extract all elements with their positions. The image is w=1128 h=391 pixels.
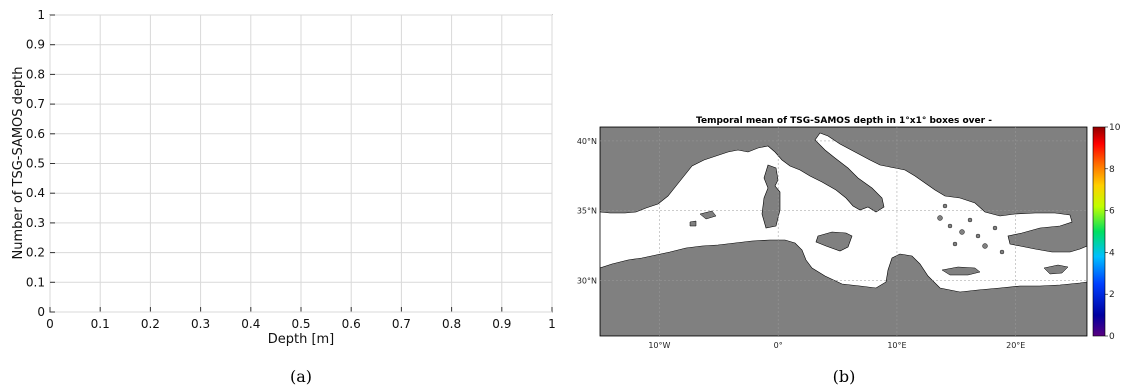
y-tick-label: 0.2 <box>26 246 45 260</box>
y-tick-labels: 0 0.1 0.2 0.3 0.4 0.5 0.6 0.7 0.8 0.9 1 <box>26 8 45 319</box>
mediterranean-map: Temporal mean of TSG-SAMOS depth in 1°x1… <box>577 116 1121 386</box>
colorbar-tick-label: 0 <box>1109 332 1115 342</box>
map-frame <box>599 126 1088 337</box>
lon-tick-label: 0° <box>774 341 783 350</box>
colorbar-gradient <box>1092 126 1106 337</box>
x-tick-label: 0.6 <box>342 317 361 331</box>
colorbar-tick-label: 6 <box>1109 207 1115 217</box>
lon-tick-label: 20°E <box>1006 341 1025 350</box>
x-tick-label: 0.4 <box>241 317 260 331</box>
lat-tick-label: 30°N <box>577 276 597 285</box>
latitude-tick-labels: 40°N 35°N 30°N <box>577 137 597 285</box>
lat-tick-label: 35°N <box>577 207 597 216</box>
x-tick-label: 0.1 <box>91 317 110 331</box>
colorbar-tick-label: 8 <box>1109 165 1115 175</box>
lat-tick-label: 40°N <box>577 137 597 146</box>
caption-a: (a) <box>290 367 312 386</box>
land-crete <box>941 266 981 276</box>
x-tick-label: 0.7 <box>392 317 411 331</box>
x-tick-label: 0.5 <box>291 317 310 331</box>
land-balearics <box>689 210 717 227</box>
y-tick-label: 0.8 <box>26 67 45 81</box>
x-tick-labels: 0 0.1 0.2 0.3 0.4 0.5 0.6 0.7 0.8 0.9 1 <box>46 317 556 331</box>
x-tick-label: 1 <box>548 317 556 331</box>
y-tick-label: 0.6 <box>26 127 45 141</box>
x-tick-label: 0.3 <box>191 317 210 331</box>
colorbar-tick-label: 10 <box>1109 123 1121 133</box>
y-tick-label: 0.9 <box>26 38 45 52</box>
x-tick-label: 0 <box>46 317 54 331</box>
colorbar-tick-label: 2 <box>1109 290 1115 300</box>
land-sicily <box>815 231 853 252</box>
y-tick-label: 0.3 <box>26 216 45 230</box>
colorbar-tick-labels: 0 2 4 6 8 10 <box>1109 123 1121 342</box>
y-tick-label: 0.5 <box>26 157 45 171</box>
land-cyprus <box>1043 264 1069 275</box>
y-tick-label: 0.1 <box>26 275 45 289</box>
land-europe <box>600 127 1087 253</box>
plot-grid <box>49 14 553 313</box>
longitude-tick-labels: 10°W 0° 10°E 20°E <box>648 341 1025 350</box>
x-tick-label: 0.9 <box>492 317 511 331</box>
land-aegean-islands <box>937 203 1005 255</box>
colorbar <box>1092 126 1108 337</box>
x-axis-label: Depth [m] <box>268 332 335 347</box>
x-tick-label: 0.8 <box>442 317 461 331</box>
lon-tick-label: 10°W <box>648 341 670 350</box>
y-tick-label: 0 <box>37 305 45 319</box>
colorbar-tick-label: 4 <box>1109 248 1115 258</box>
empty-depth-plot: 0 0.1 0.2 0.3 0.4 0.5 0.6 0.7 0.8 0.9 1 0 0.1 0.2 0.3… <box>11 8 556 386</box>
lon-tick-label: 10°E <box>887 341 906 350</box>
x-tick-label: 0.2 <box>141 317 160 331</box>
y-tick-label: 0.4 <box>26 186 45 200</box>
map-graticule <box>600 127 1087 336</box>
y-tick-label: 1 <box>37 8 45 22</box>
map-content <box>600 127 1087 336</box>
y-axis-label: Number of TSG-SAMOS depth <box>11 66 26 259</box>
caption-b: (b) <box>833 367 856 386</box>
land-africa <box>600 239 1087 336</box>
map-title: Temporal mean of TSG-SAMOS depth in 1°x1… <box>696 116 992 126</box>
y-tick-label: 0.7 <box>26 97 45 111</box>
